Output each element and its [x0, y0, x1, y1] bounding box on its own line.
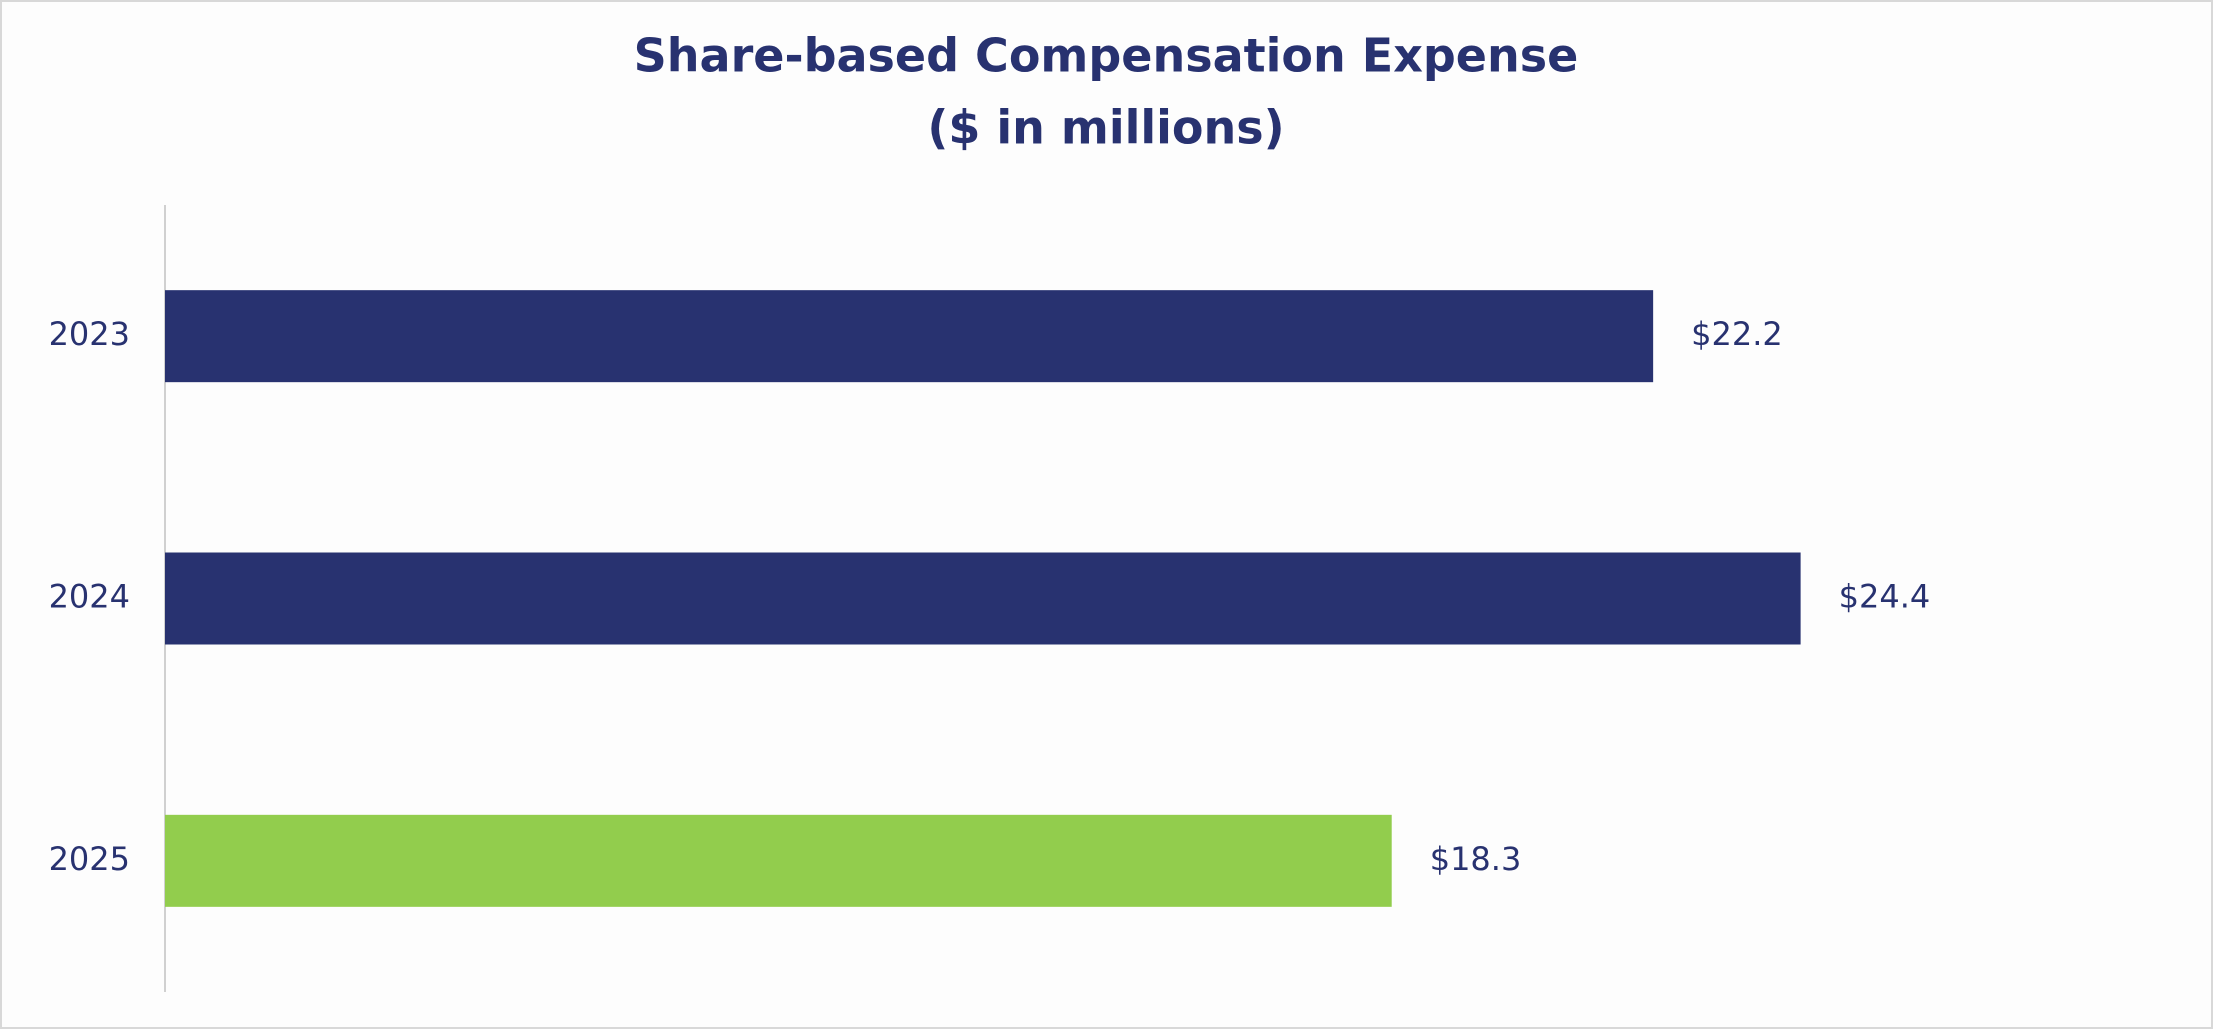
- value-label: $22.2: [1691, 315, 1783, 353]
- chart-title: Share-based Compensation Expense: [634, 29, 1579, 83]
- y-tick-label: 2025: [49, 840, 130, 878]
- value-label: $18.3: [1430, 840, 1522, 878]
- chart-subtitle: ($ in millions): [927, 101, 1284, 155]
- y-tick-label: 2024: [49, 578, 130, 616]
- bar: [165, 552, 1801, 645]
- value-label: $24.4: [1839, 578, 1931, 616]
- y-tick-label: 2023: [49, 315, 130, 353]
- bar: [165, 814, 1392, 907]
- bar: [165, 290, 1654, 383]
